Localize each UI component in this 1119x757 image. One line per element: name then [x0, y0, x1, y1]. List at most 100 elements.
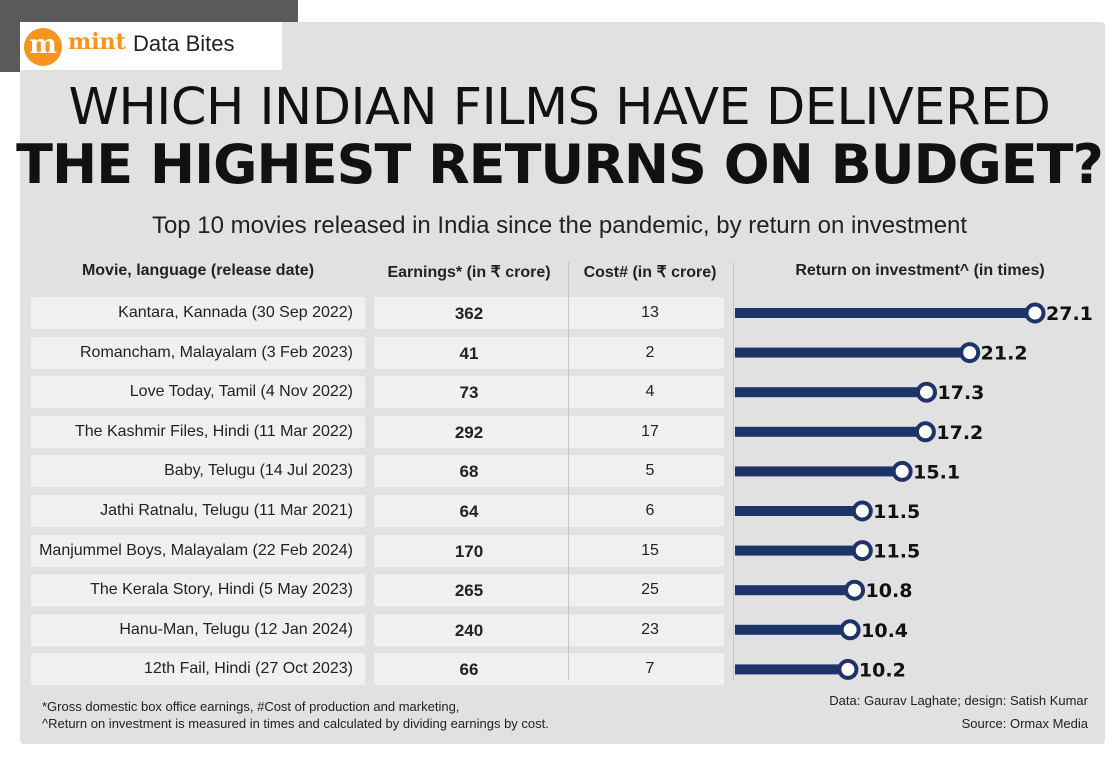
section-name: Data Bites — [133, 31, 235, 56]
movie-label: Love Today, Tamil (4 Nov 2022) — [129, 383, 353, 401]
earnings-value: 68 — [459, 462, 479, 482]
brand-name: mint — [68, 29, 126, 55]
roi-bar-end-marker — [839, 619, 861, 641]
subtitle: Top 10 movies released in India since th… — [151, 212, 968, 239]
table-row — [374, 534, 724, 567]
movie-label: Romancham, Malayalam (3 Feb 2023) — [79, 343, 353, 361]
table-row — [374, 415, 724, 448]
roi-bar-end-marker — [959, 342, 981, 364]
cost-value: 2 — [645, 343, 655, 361]
column-header-earnings: Earnings* (in ₹ crore) — [387, 264, 551, 281]
table-row — [31, 376, 365, 409]
table-row — [31, 534, 365, 567]
earnings-value: 41 — [459, 343, 479, 363]
movie-label: Baby, Telugu (14 Jul 2023) — [164, 462, 353, 480]
roi-value-label: 11.5 — [873, 501, 920, 523]
left-accent-bar — [0, 0, 20, 72]
earnings-value: 265 — [454, 581, 484, 601]
table-row — [31, 574, 365, 607]
cost-value: 7 — [645, 660, 655, 678]
roi-bar — [735, 624, 851, 635]
title-line-2: THE HIGHEST RETURNS ON BUDGET? — [16, 133, 1104, 196]
roi-value-label: 11.5 — [873, 541, 920, 563]
movie-label: Kantara, Kannada (30 Sep 2022) — [118, 304, 353, 321]
movie-label: The Kashmir Files, Hindi (11 Mar 2022) — [74, 422, 353, 440]
roi-bar-end-marker — [851, 540, 873, 562]
cost-value: 13 — [641, 304, 659, 321]
roi-value-label: 17.3 — [938, 382, 985, 404]
top-accent-bar — [0, 0, 298, 22]
earnings-value: 362 — [454, 304, 484, 323]
movie-label: Hanu-Man, Telugu (12 Jan 2024) — [119, 620, 353, 638]
cost-value: 23 — [641, 620, 659, 638]
footnote-line-2: ^Return on investment is measured in tim… — [42, 716, 549, 731]
roi-value-label: 17.2 — [936, 422, 983, 444]
roi-bar-end-marker — [837, 658, 859, 680]
brand-banner — [20, 22, 282, 70]
column-header-cost: Cost# (in ₹ crore) — [583, 264, 717, 281]
table-row — [31, 336, 365, 369]
roi-bar-end-marker — [916, 381, 938, 403]
title-line-1: WHICH INDIAN FILMS HAVE DELIVERED — [68, 78, 1051, 137]
table-row — [31, 495, 365, 527]
roi-value-label: 10.8 — [866, 580, 913, 602]
cost-value: 4 — [645, 383, 655, 401]
roi-value-label: 15.1 — [913, 461, 960, 483]
table-row — [374, 495, 724, 527]
table-row — [31, 415, 365, 448]
cost-value: 15 — [641, 541, 659, 559]
credit: Data: Gaurav Laghate; design: Satish Kum… — [829, 693, 1088, 708]
roi-bar-end-marker — [844, 579, 866, 601]
earnings-value: 292 — [454, 422, 484, 442]
table-row — [374, 613, 724, 646]
cost-value: 17 — [641, 422, 659, 440]
mint-logo: m — [24, 28, 62, 66]
cost-value: 25 — [641, 581, 659, 599]
earnings-value: 73 — [459, 383, 479, 403]
roi-bar — [735, 426, 926, 437]
roi-bar — [735, 545, 863, 556]
table-row — [374, 336, 724, 369]
roi-bar-end-marker — [914, 421, 936, 443]
table-row — [374, 455, 724, 488]
footnote-line-1: *Gross domestic box office earnings, #Co… — [42, 699, 460, 714]
table-row — [31, 613, 365, 646]
table-row — [374, 574, 724, 607]
roi-bar — [735, 506, 863, 516]
roi-value-label: 10.4 — [861, 620, 908, 642]
roi-bar — [735, 308, 1035, 318]
table-row — [31, 455, 365, 488]
earnings-value: 170 — [454, 541, 484, 561]
earnings-value: 64 — [459, 502, 479, 521]
movie-label: Manjummel Boys, Malayalam (22 Feb 2024) — [39, 541, 353, 559]
cost-value: 5 — [645, 462, 655, 480]
roi-value-label: 21.2 — [981, 343, 1028, 365]
column-header-movie: Movie, language (release date) — [81, 262, 315, 279]
roi-value-label: 10.2 — [859, 659, 906, 681]
table-row — [374, 376, 724, 409]
earnings-value: 66 — [459, 660, 479, 680]
earnings-value: 240 — [454, 620, 484, 640]
table-row — [374, 653, 724, 686]
roi-bar — [735, 466, 903, 477]
source: Source: Ormax Media — [961, 716, 1088, 731]
column-header-roi: Return on investment^ (in times) — [795, 262, 1045, 279]
table-row — [374, 297, 724, 329]
table-row — [31, 297, 365, 329]
movie-label: Jathi Ratnalu, Telugu (11 Mar 2021) — [100, 502, 353, 519]
movie-label: The Kerala Story, Hindi (5 May 2023) — [90, 581, 353, 599]
roi-bar — [735, 664, 848, 675]
roi-bar — [735, 347, 970, 358]
table-row — [31, 653, 365, 686]
roi-bar — [735, 387, 927, 398]
cost-value: 6 — [645, 502, 655, 519]
roi-bar-end-marker — [891, 460, 913, 482]
roi-value-label: 27.1 — [1046, 303, 1093, 325]
movie-label: 12th Fail, Hindi (27 Oct 2023) — [144, 660, 353, 678]
roi-bar — [735, 585, 855, 596]
column-divider — [568, 262, 569, 680]
roi-bar-end-marker — [851, 500, 873, 522]
column-divider — [733, 262, 734, 680]
roi-bar-end-marker — [1024, 302, 1046, 324]
